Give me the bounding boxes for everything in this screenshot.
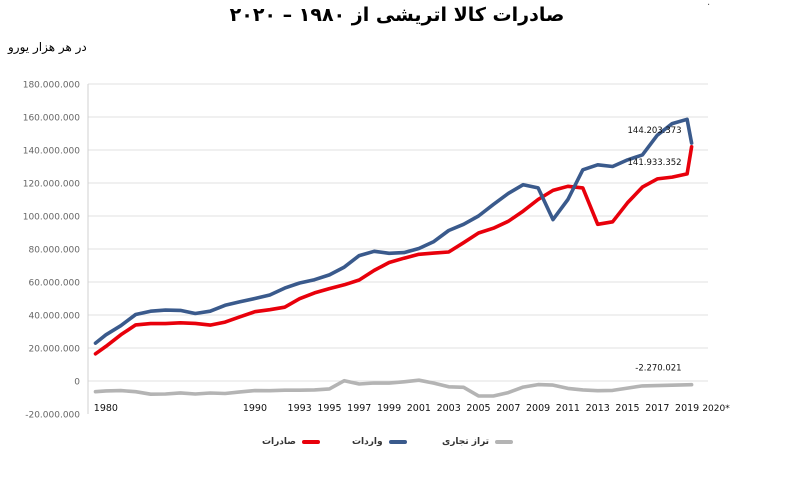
data-label: 141.933.352 bbox=[628, 158, 682, 168]
x-tick-label: 2013 bbox=[586, 403, 610, 414]
x-tick-label: 2019 bbox=[675, 403, 699, 414]
x-tick-label: 1999 bbox=[377, 403, 401, 414]
legend-item-imports: واردات bbox=[352, 432, 407, 452]
series-line-imports bbox=[93, 117, 694, 345]
legend-item-balance: تراز تجاری bbox=[442, 432, 514, 452]
x-tick-label: 1995 bbox=[317, 403, 341, 414]
gridlines bbox=[88, 83, 708, 382]
y-tick-label: 60.000.000 bbox=[28, 279, 80, 289]
series-lines bbox=[93, 117, 694, 398]
x-tick-label: 2020* bbox=[702, 404, 730, 414]
x-tick-label: 1997 bbox=[347, 403, 371, 414]
corner-mark: · bbox=[707, 0, 711, 11]
data-label: 144.203.373 bbox=[628, 126, 682, 136]
legend-label-imports: واردات bbox=[352, 437, 383, 447]
y-tick-label: 0 bbox=[74, 378, 80, 388]
x-tick-label: 1990 bbox=[243, 403, 267, 414]
chart-title: صادرات کالا اتریشی از ۱۹۸۰ – ۲۰۲۰ bbox=[229, 4, 565, 26]
legend-label-exports: صادرات bbox=[262, 437, 297, 447]
legend-swatch-balance bbox=[495, 440, 514, 444]
x-tick-label: 1980 bbox=[94, 403, 118, 414]
x-tick-label: 1993 bbox=[288, 403, 312, 414]
x-tick-label: 2017 bbox=[645, 403, 669, 414]
series-line-exports bbox=[93, 145, 694, 356]
x-tick-label: 2005 bbox=[466, 403, 490, 414]
x-tick-label: 2003 bbox=[437, 403, 461, 414]
y-tick-label: 180.000.000 bbox=[23, 81, 81, 91]
unit-label: در هر هزار یورو bbox=[8, 40, 87, 54]
annotations: 144.203.373 141.933.352 -2.270.021 bbox=[628, 126, 682, 374]
x-tick-label: 2011 bbox=[556, 403, 580, 414]
series-line-balance bbox=[93, 378, 694, 398]
y-tick-label: 120.000.000 bbox=[23, 180, 81, 190]
y-tick-label: 140.000.000 bbox=[23, 147, 81, 157]
x-tick-label: 2001 bbox=[407, 403, 431, 414]
y-tick-label: 40.000.000 bbox=[28, 312, 80, 322]
y-tick-label: 160.000.000 bbox=[23, 114, 81, 124]
y-tick-label: 100.000.000 bbox=[23, 213, 81, 223]
x-tick-label: 2009 bbox=[526, 403, 550, 414]
data-label: -2.270.021 bbox=[635, 364, 681, 374]
legend-swatch-imports bbox=[388, 440, 407, 444]
x-tick-label: 2007 bbox=[496, 403, 520, 414]
legend-item-exports: صادرات bbox=[262, 432, 321, 452]
x-tick-label: 2015 bbox=[615, 403, 639, 414]
legend-label-balance: تراز تجاری bbox=[442, 437, 490, 447]
legend-swatch-exports bbox=[302, 440, 321, 444]
y-axis: 180.000.000 160.000.000 140.000.000 120.000… bbox=[23, 81, 89, 421]
y-tick-label: 20.000.000 bbox=[28, 345, 80, 355]
y-tick-label: 80.000.000 bbox=[28, 246, 80, 256]
y-tick-label: -20.000.000 bbox=[25, 411, 80, 421]
x-axis: 1980 1990 1993 1995 1997 1999 2001 2003 2005 2007… bbox=[94, 403, 730, 414]
